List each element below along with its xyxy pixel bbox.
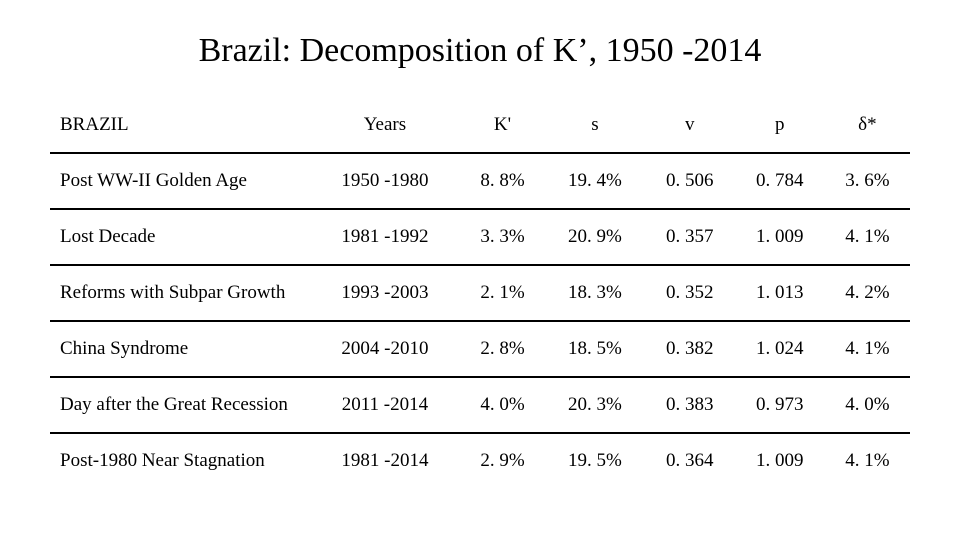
row-label: Post WW-II Golden Age — [50, 153, 310, 209]
cell: 2004 -2010 — [310, 321, 460, 377]
row-label: Day after the Great Recession — [50, 377, 310, 433]
cell: 1. 009 — [735, 209, 825, 265]
table-row: Post WW-II Golden Age1950 -19808. 8%19. … — [50, 153, 910, 209]
cell: 1981 -1992 — [310, 209, 460, 265]
cell: 20. 3% — [545, 377, 645, 433]
col-s: s — [545, 98, 645, 153]
data-table: BRAZIL Years K' s v p δ* Post WW-II Gold… — [50, 98, 910, 488]
cell: 2. 1% — [460, 265, 545, 321]
cell: 4. 1% — [825, 209, 910, 265]
cell: 0. 784 — [735, 153, 825, 209]
cell: 4. 2% — [825, 265, 910, 321]
col-v: v — [645, 98, 735, 153]
cell: 4. 1% — [825, 433, 910, 488]
cell: 3. 3% — [460, 209, 545, 265]
row-label: Post-1980 Near Stagnation — [50, 433, 310, 488]
col-delta: δ* — [825, 98, 910, 153]
table-row: Day after the Great Recession2011 -20144… — [50, 377, 910, 433]
cell: 8. 8% — [460, 153, 545, 209]
cell: 1. 009 — [735, 433, 825, 488]
cell: 18. 3% — [545, 265, 645, 321]
cell: 19. 4% — [545, 153, 645, 209]
cell: 4. 0% — [460, 377, 545, 433]
table-row: China Syndrome2004 -20102. 8%18. 5%0. 38… — [50, 321, 910, 377]
cell: 1981 -2014 — [310, 433, 460, 488]
page-title: Brazil: Decomposition of K’, 1950 -2014 — [50, 32, 910, 70]
cell: 2. 8% — [460, 321, 545, 377]
cell: 2. 9% — [460, 433, 545, 488]
cell: 4. 0% — [825, 377, 910, 433]
row-label: Reforms with Subpar Growth — [50, 265, 310, 321]
col-k: K' — [460, 98, 545, 153]
row-label: Lost Decade — [50, 209, 310, 265]
col-years: Years — [310, 98, 460, 153]
table-header-row: BRAZIL Years K' s v p δ* — [50, 98, 910, 153]
cell: 0. 382 — [645, 321, 735, 377]
cell: 1. 013 — [735, 265, 825, 321]
cell: 0. 352 — [645, 265, 735, 321]
cell: 19. 5% — [545, 433, 645, 488]
cell: 20. 9% — [545, 209, 645, 265]
cell: 0. 506 — [645, 153, 735, 209]
table-row: Post-1980 Near Stagnation1981 -20142. 9%… — [50, 433, 910, 488]
table-body: Post WW-II Golden Age1950 -19808. 8%19. … — [50, 153, 910, 488]
cell: 1950 -1980 — [310, 153, 460, 209]
table-row: Lost Decade1981 -19923. 3%20. 9%0. 3571.… — [50, 209, 910, 265]
table-row: Reforms with Subpar Growth1993 -20032. 1… — [50, 265, 910, 321]
cell: 0. 357 — [645, 209, 735, 265]
cell: 1. 024 — [735, 321, 825, 377]
cell: 1993 -2003 — [310, 265, 460, 321]
row-label: China Syndrome — [50, 321, 310, 377]
cell: 18. 5% — [545, 321, 645, 377]
cell: 2011 -2014 — [310, 377, 460, 433]
table-caption: BRAZIL — [50, 98, 310, 153]
cell: 3. 6% — [825, 153, 910, 209]
cell: 0. 383 — [645, 377, 735, 433]
col-p: p — [735, 98, 825, 153]
cell: 0. 364 — [645, 433, 735, 488]
cell: 0. 973 — [735, 377, 825, 433]
cell: 4. 1% — [825, 321, 910, 377]
